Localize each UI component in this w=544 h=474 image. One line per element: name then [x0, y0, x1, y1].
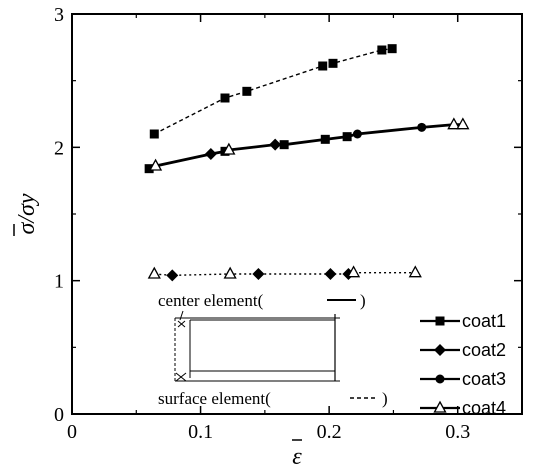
legend-label: coat2: [462, 340, 506, 360]
data-point: [343, 132, 352, 141]
data-point: [149, 268, 160, 278]
annotation-center-close: ): [360, 291, 366, 310]
annotation-surface-element: surface element(: [158, 389, 271, 408]
data-point: [242, 87, 251, 96]
series-line-center: [149, 125, 463, 169]
annotation-center-element: center element(: [158, 291, 264, 310]
y-tick-label: 1: [54, 271, 64, 293]
series-line-surface-upper: [154, 49, 392, 134]
data-point: [410, 267, 421, 277]
x-tick-label: 0: [67, 421, 77, 443]
data-point: [318, 62, 327, 71]
data-point: [377, 46, 386, 55]
legend-marker: [434, 344, 446, 356]
legend-label: coat1: [462, 311, 506, 331]
data-point: [321, 135, 330, 144]
y-axis-label: σ/σy: [14, 193, 40, 234]
data-point: [225, 268, 236, 278]
data-point: [324, 268, 336, 280]
y-tick-label: 0: [54, 404, 64, 426]
legend-marker: [436, 317, 445, 326]
annotation-surface-close: ): [382, 389, 388, 408]
x-axis-label: ε: [292, 444, 302, 470]
y-tick-label: 3: [54, 4, 64, 26]
schematic-pointer: [180, 311, 183, 320]
data-point: [150, 130, 159, 139]
legend-marker: [436, 375, 445, 384]
series-line-surface-lower: [154, 273, 415, 276]
y-tick-label: 2: [54, 137, 64, 159]
data-point: [417, 123, 426, 132]
x-tick-label: 0.1: [188, 421, 213, 443]
x-tick-label: 0.3: [445, 421, 470, 443]
data-point: [269, 139, 281, 151]
data-point: [252, 268, 264, 280]
legend-label: coat4: [462, 398, 506, 418]
data-point: [388, 44, 397, 53]
x-tick-label: 0.2: [317, 421, 342, 443]
data-point: [353, 130, 362, 139]
data-point: [166, 269, 178, 281]
data-point: [221, 94, 230, 103]
legend-label: coat3: [462, 369, 506, 389]
data-point: [205, 148, 217, 160]
data-point: [329, 59, 338, 68]
